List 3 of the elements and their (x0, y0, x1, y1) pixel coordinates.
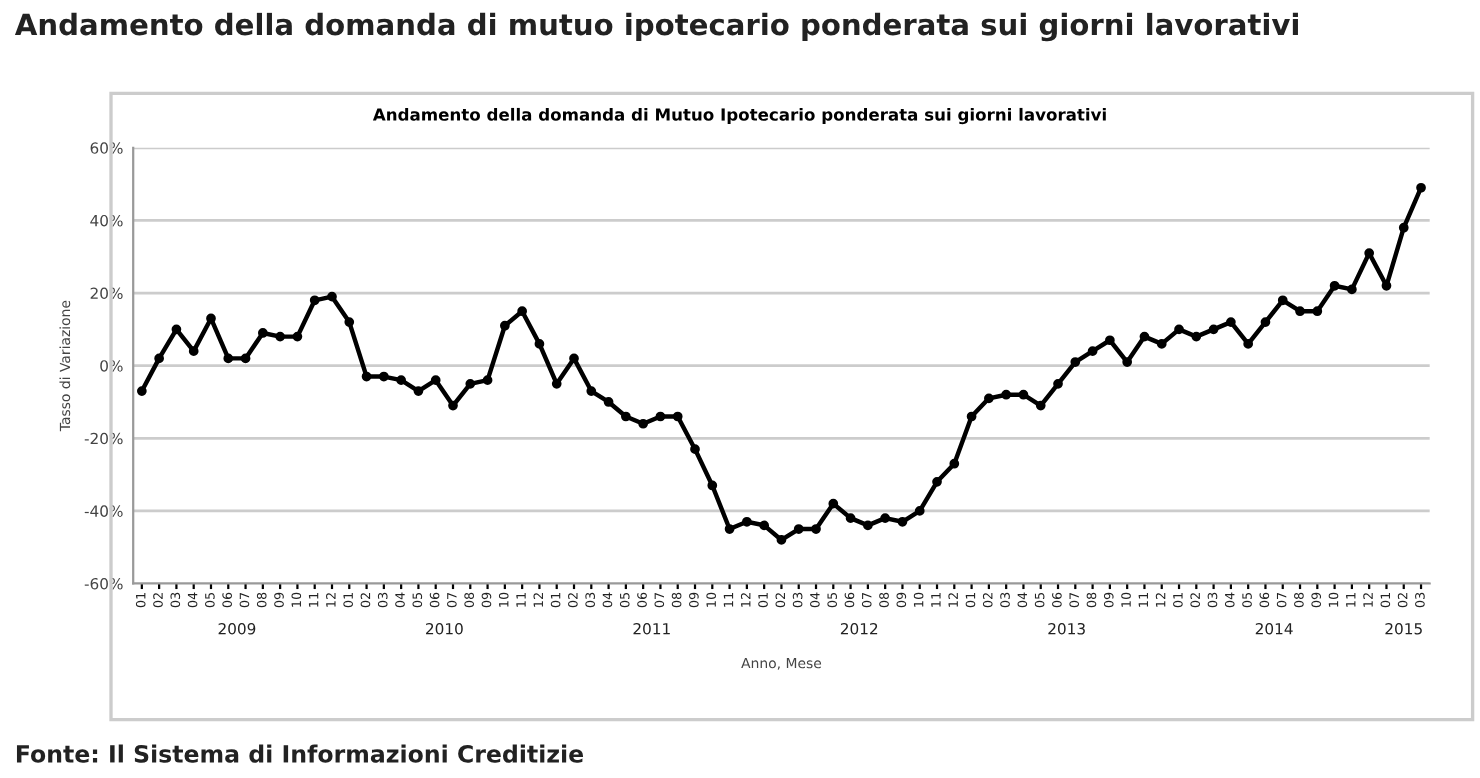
source-note: Fonte: Il Sistema di Informazioni Creditizie (16, 744, 584, 763)
chart-subtitle: Andamento della domanda di Mutuo Ipotecario ponderata sui giorni lavorativi (372, 107, 1106, 125)
chart-title: Andamento della domanda di mutuo ipotecario ponderata sui giorni lavorativi (14, 12, 1298, 42)
